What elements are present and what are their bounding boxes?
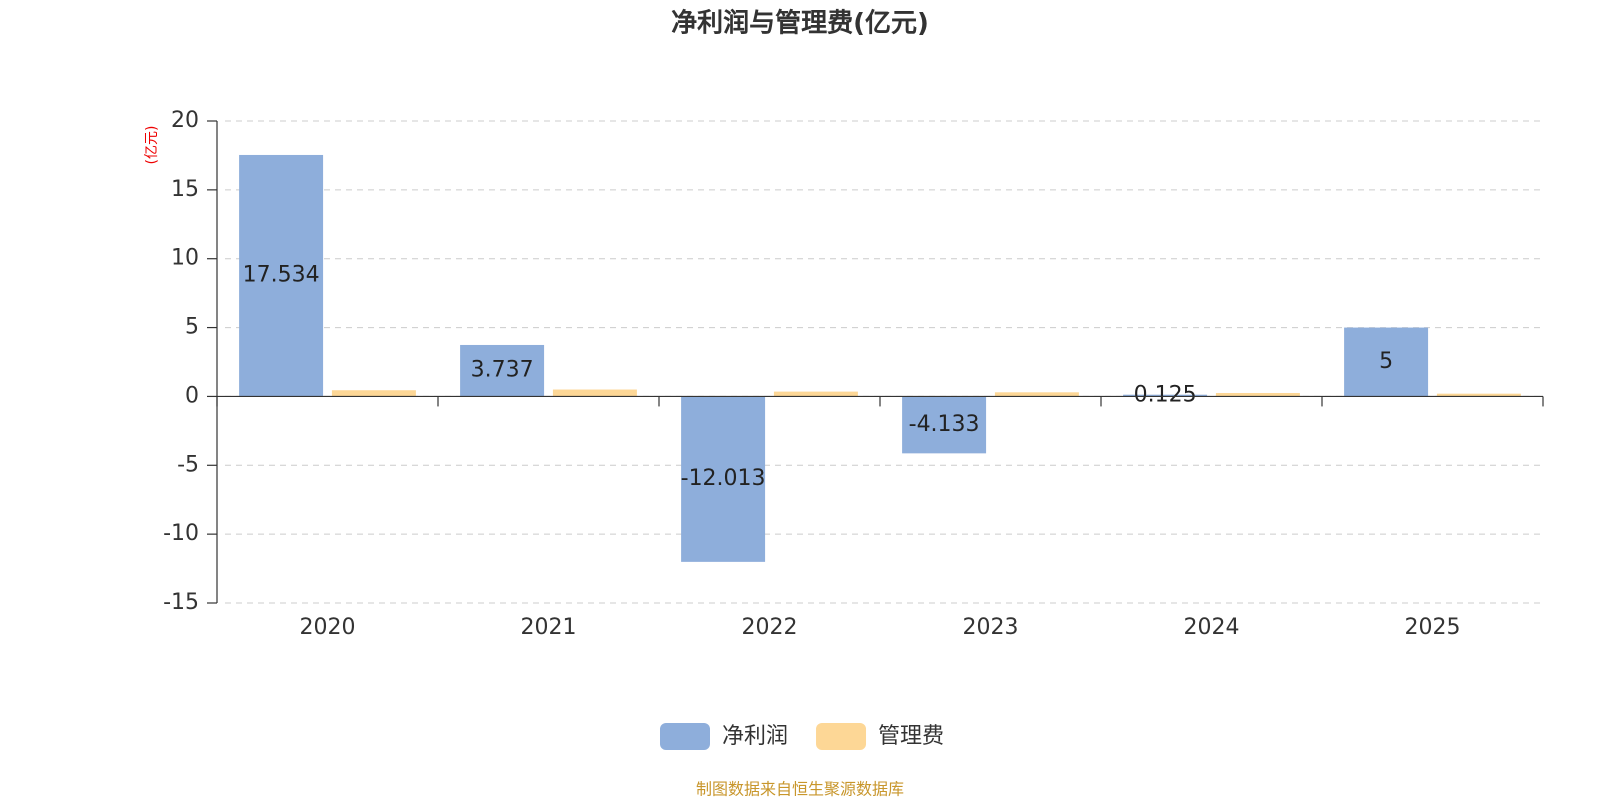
- legend-swatch: [816, 723, 867, 750]
- y-tick-label: 15: [171, 177, 199, 202]
- x-tick-label: 2023: [963, 615, 1019, 640]
- y-tick-label: 0: [185, 383, 199, 408]
- y-tick-label: 10: [171, 246, 199, 271]
- bar: [773, 391, 858, 397]
- bar: [239, 154, 324, 397]
- bar: [681, 396, 766, 562]
- x-tick-label: 2021: [521, 615, 577, 640]
- data-label: 3.737: [471, 358, 534, 383]
- bar: [1344, 327, 1429, 397]
- y-tick-label: -15: [163, 590, 199, 615]
- source-note: 制图数据来自恒生聚源数据库: [696, 780, 904, 799]
- bar: [994, 392, 1079, 397]
- legend-swatch: [660, 723, 710, 750]
- y-tick-label: 20: [171, 108, 199, 133]
- data-label: 0.125: [1134, 383, 1197, 408]
- x-tick-label: 2025: [1405, 615, 1461, 640]
- chart-title: 净利润与管理费(亿元): [671, 8, 929, 39]
- bar: [552, 389, 637, 397]
- y-tick-label: 5: [185, 315, 199, 340]
- x-tick-label: 2024: [1184, 615, 1240, 640]
- y-tick-label: -10: [163, 521, 199, 546]
- y-unit: (亿元): [144, 126, 160, 165]
- data-label: -4.133: [909, 412, 980, 437]
- data-label: 17.534: [243, 263, 320, 288]
- legend-label: 管理费: [878, 724, 944, 749]
- x-tick-label: 2022: [742, 615, 798, 640]
- data-label: -12.013: [681, 466, 766, 491]
- legend-label: 净利润: [722, 724, 788, 749]
- x-tick-label: 2020: [300, 615, 356, 640]
- bar: [1436, 393, 1521, 397]
- y-tick-label: -5: [177, 452, 199, 477]
- data-label: 5: [1379, 349, 1393, 374]
- bar: [1123, 394, 1208, 397]
- bar: [331, 390, 416, 397]
- bar: [1215, 392, 1300, 397]
- bar: [460, 344, 545, 397]
- bar: [902, 396, 987, 454]
